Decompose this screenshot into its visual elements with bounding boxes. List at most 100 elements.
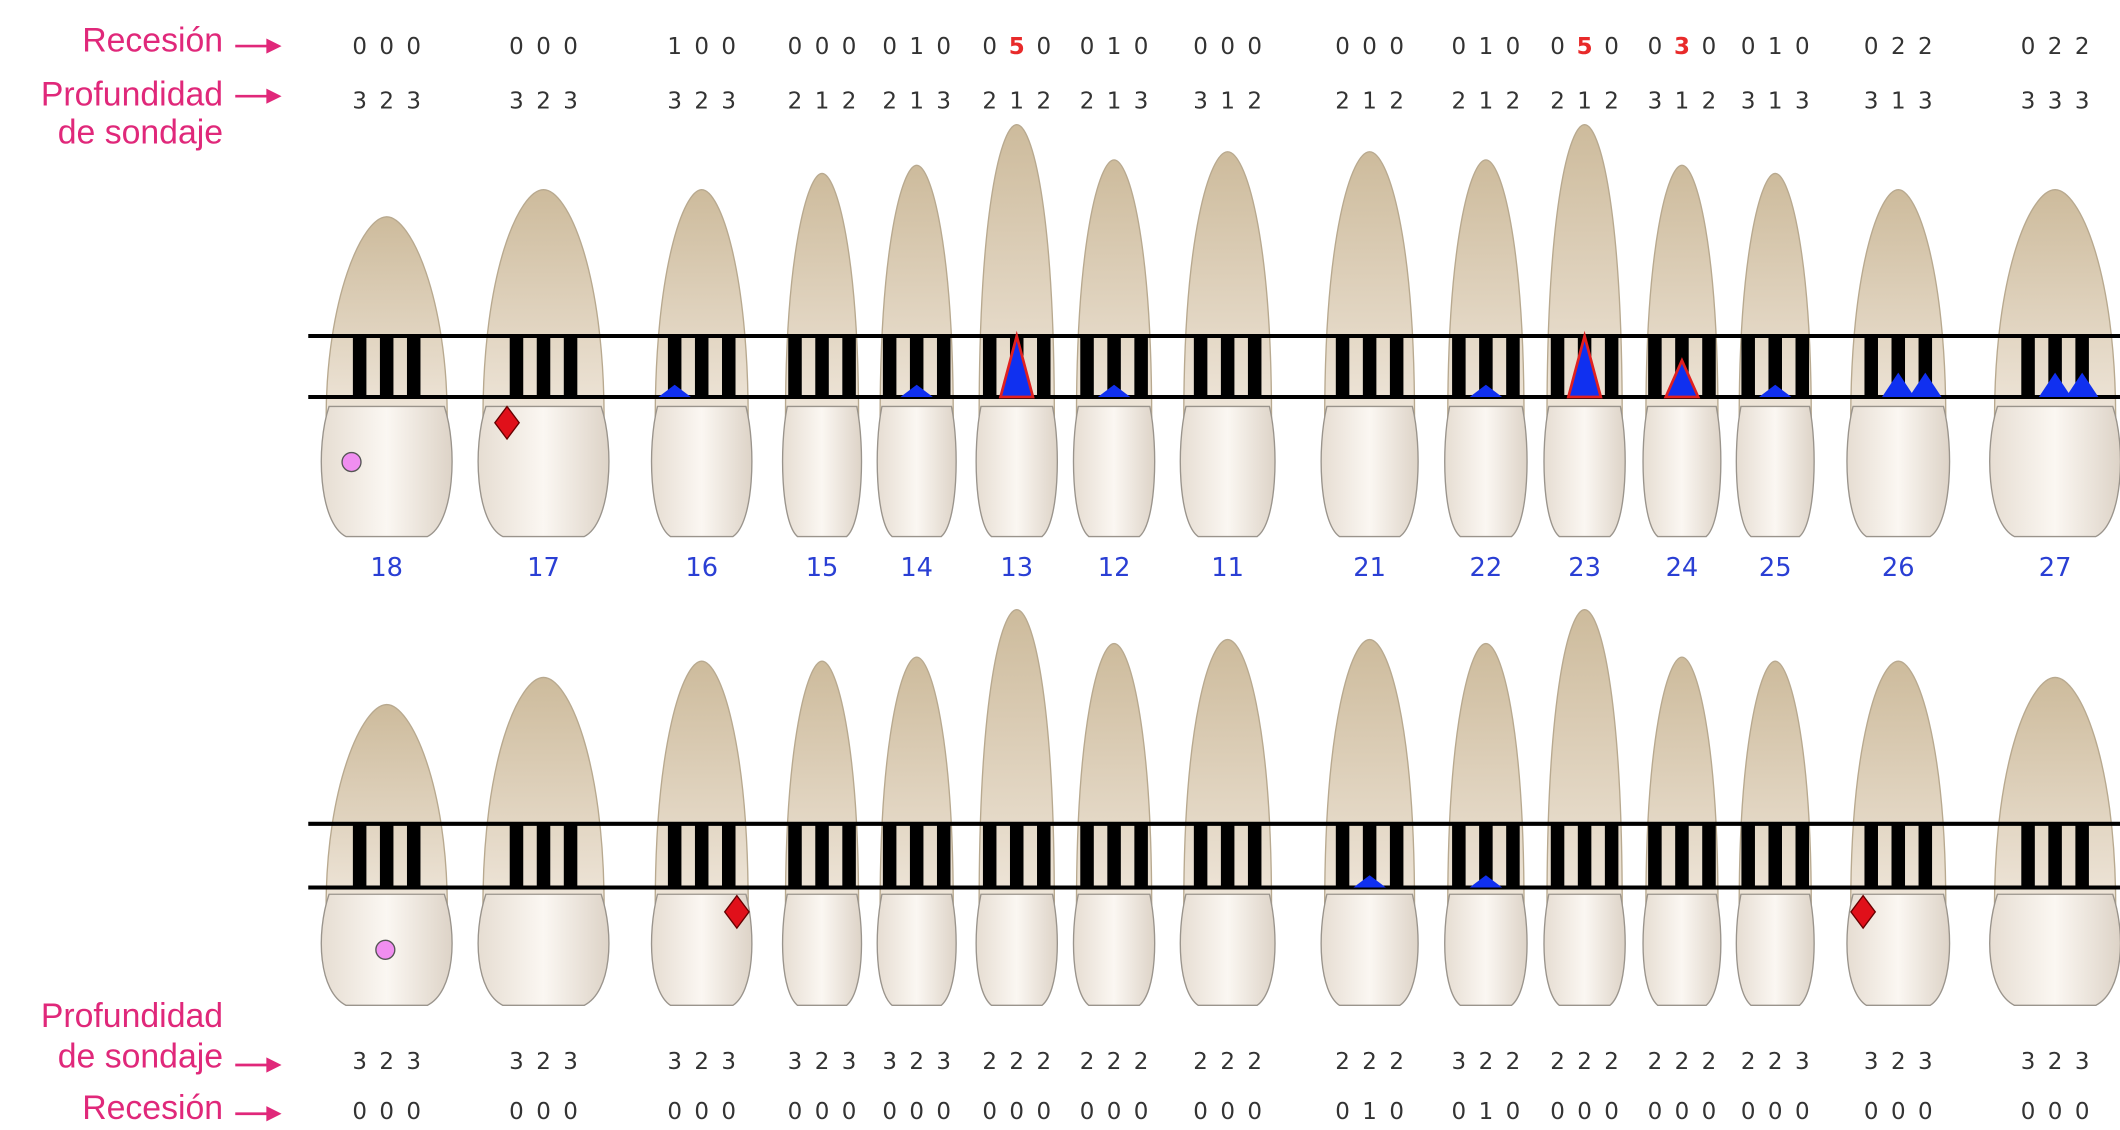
probing-value: 3 (1193, 88, 1208, 114)
tooth-root (784, 172, 860, 421)
recession-mark (1566, 330, 1603, 399)
probing-value: 3 (1452, 1049, 1467, 1075)
probing-value: 2 (1577, 1049, 1592, 1075)
probing-value: 1 (909, 88, 924, 114)
probing-value: 2 (788, 88, 803, 114)
recession-value: 0 (909, 1099, 924, 1125)
probing-value: 3 (842, 1049, 857, 1075)
recession-value: 0 (1795, 1099, 1810, 1125)
probe-bar (1193, 336, 1208, 397)
probing-value: 2 (1479, 1049, 1494, 1075)
recession-value: 0 (1107, 1099, 1122, 1125)
tooth-crown (1642, 893, 1722, 1007)
chart-band (308, 330, 2120, 890)
recession-value: 0 (882, 1099, 897, 1125)
probe-bar (1389, 823, 1404, 888)
probing-value: 2 (1335, 1049, 1350, 1075)
recession-value: 0 (1009, 1099, 1024, 1125)
probing-value: 2 (536, 1049, 551, 1075)
tooth-crown (975, 893, 1058, 1007)
probing-value: 2 (882, 88, 897, 114)
tooth-number: 21 (1353, 553, 1386, 583)
tooth-crown (975, 405, 1058, 538)
recession-value: 0 (2021, 34, 2036, 60)
probe-bar (1134, 823, 1148, 888)
probing-value: 2 (1604, 88, 1619, 114)
recession-value: 0 (1604, 1099, 1619, 1125)
recession-mark (1759, 384, 1792, 397)
recession-value: 0 (1864, 1099, 1879, 1125)
probe-bar (352, 823, 367, 888)
probing-value: 3 (352, 88, 367, 114)
tooth-root (1075, 159, 1153, 421)
probing-value: 1 (1891, 88, 1906, 114)
tooth-number: 26 (1882, 553, 1915, 583)
recession-value: 0 (721, 34, 736, 60)
probing-value: 2 (1036, 1049, 1051, 1075)
tooth-root (1447, 159, 1525, 421)
recession-mark (1882, 372, 1915, 397)
probing-value: 3 (1795, 1049, 1810, 1075)
probe-bar (1080, 336, 1094, 397)
tooth-root (1447, 642, 1525, 909)
recession-value: 0 (882, 34, 897, 60)
probe-bar (563, 336, 578, 397)
probing-value: 3 (667, 1049, 682, 1075)
tooth-crown (1989, 893, 2120, 1007)
recession-value: 0 (815, 34, 830, 60)
probing-value: 2 (1550, 1049, 1565, 1075)
probing-value: 3 (509, 88, 524, 114)
probe-bar (1577, 823, 1592, 888)
recession-value: 0 (1452, 34, 1467, 60)
probe-bar (1768, 823, 1782, 888)
recession-value: 0 (1220, 34, 1235, 60)
probing-value: 2 (1550, 88, 1565, 114)
probing-value: 2 (1506, 88, 1521, 114)
tooth-root (1738, 172, 1812, 421)
probe-bar (815, 823, 829, 888)
recession-value: 0 (536, 1099, 551, 1125)
probing-value: 3 (2075, 1049, 2090, 1075)
probe-bar (1362, 823, 1377, 888)
probing-value: 2 (909, 1049, 924, 1075)
recession-value: 0 (982, 1099, 997, 1125)
probe-bar (842, 336, 856, 397)
recession-label: Recesión (82, 21, 223, 59)
probing-value: 3 (563, 88, 578, 114)
probe-bar (882, 823, 897, 888)
probe-bar (1220, 336, 1235, 397)
recession-value: 0 (352, 1099, 367, 1125)
tooth-root (1546, 609, 1623, 909)
probe-bar (1550, 823, 1565, 888)
tooth-crown (876, 893, 957, 1007)
recession-value: 0 (509, 1099, 524, 1125)
tooth-number: 25 (1759, 553, 1792, 583)
recession-value: 0 (1768, 1099, 1783, 1125)
probing-value: 1 (1577, 88, 1592, 114)
recession-mark (1909, 372, 1942, 397)
probing-value: 1 (1675, 88, 1690, 114)
tooth-crown (781, 893, 863, 1007)
tooth-root (1546, 123, 1623, 421)
tooth-crown (1444, 405, 1528, 538)
recession-value: 0 (1134, 34, 1149, 60)
tooth-number: 18 (370, 553, 403, 583)
recession-value: 5 (1009, 34, 1025, 60)
probing-value: 1 (1362, 88, 1377, 114)
recession-value: 0 (2048, 1099, 2063, 1125)
probe-bar (536, 336, 551, 397)
recession-mark (1353, 875, 1386, 888)
tooth-number: 14 (900, 553, 933, 583)
probe-bar (1604, 336, 1619, 397)
probe-bar (1768, 336, 1782, 397)
probing-value: 2 (1247, 88, 1262, 114)
recession-value: 0 (406, 34, 421, 60)
probing-value: 2 (842, 88, 857, 114)
probe-bar (1037, 823, 1051, 888)
probing-value: 3 (667, 88, 682, 114)
probing-value: 3 (406, 88, 421, 114)
probe-bar (1741, 336, 1755, 397)
probe-bar (982, 823, 997, 888)
probing-value: 2 (1768, 1049, 1783, 1075)
